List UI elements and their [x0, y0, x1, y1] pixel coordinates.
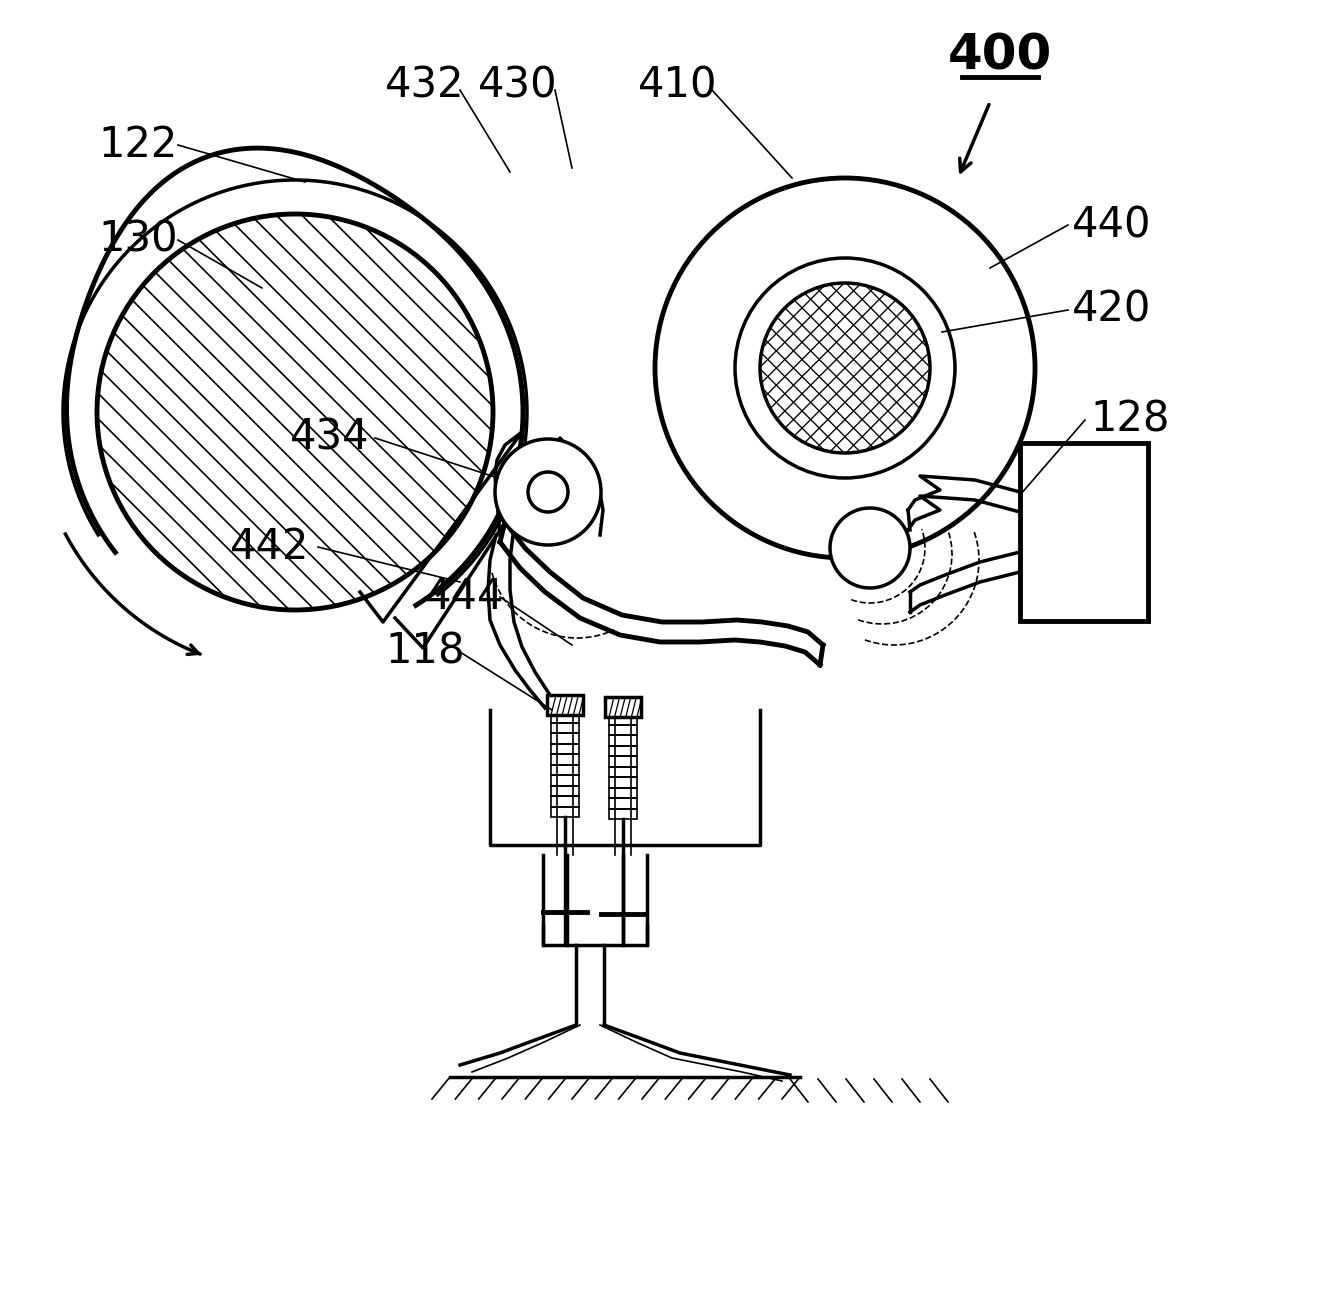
Text: 128: 128 [1090, 399, 1170, 441]
Bar [610, 809, 637, 819]
Text: 440: 440 [1072, 204, 1151, 246]
Bar [610, 787, 637, 799]
Circle shape [655, 178, 1035, 559]
Text: 434: 434 [290, 417, 369, 459]
Bar [551, 806, 579, 817]
Bar [610, 766, 637, 777]
Text: 442: 442 [230, 526, 309, 568]
Bar [610, 746, 637, 756]
Bar [551, 775, 579, 786]
Text: 122: 122 [98, 124, 177, 166]
Bar [551, 722, 579, 733]
Bar [1020, 442, 1147, 620]
Bar [551, 712, 579, 722]
Text: 118: 118 [385, 631, 465, 673]
Bar [551, 733, 579, 743]
Circle shape [760, 283, 930, 453]
Text: 400: 400 [948, 31, 1052, 79]
Bar [551, 753, 579, 765]
Text: 420: 420 [1072, 289, 1151, 332]
Circle shape [495, 439, 602, 544]
Bar [610, 725, 637, 735]
Bar [551, 743, 579, 753]
Bar [610, 777, 637, 787]
Circle shape [97, 214, 493, 610]
Bar [610, 799, 637, 809]
Text: 444: 444 [425, 577, 505, 618]
Bar [610, 735, 637, 746]
Bar [606, 697, 641, 717]
Circle shape [529, 472, 568, 512]
Bar [551, 786, 579, 796]
Bar [551, 765, 579, 775]
Bar [547, 695, 583, 715]
Text: 410: 410 [637, 64, 717, 106]
Text: 432: 432 [385, 64, 465, 106]
Circle shape [830, 508, 910, 588]
Text: 130: 130 [98, 219, 178, 261]
Bar [610, 713, 637, 725]
Bar [551, 796, 579, 806]
Bar [610, 756, 637, 766]
Circle shape [734, 258, 955, 479]
Text: 430: 430 [478, 64, 558, 106]
